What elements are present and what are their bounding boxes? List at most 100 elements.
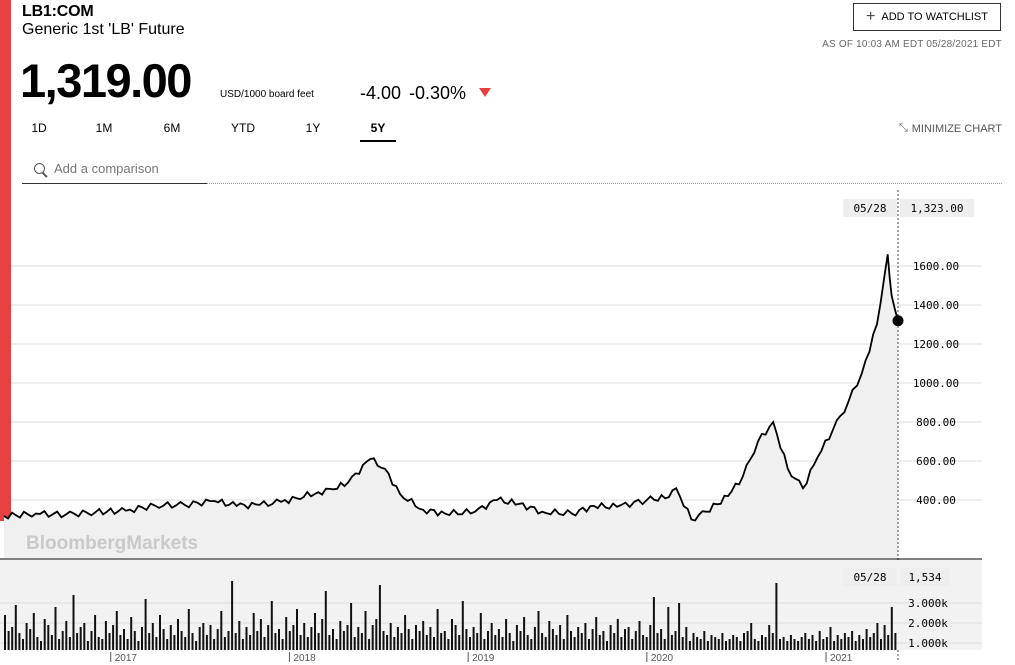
volume-bar xyxy=(728,639,731,650)
volume-bar xyxy=(252,613,255,650)
change-percent: -0.30% xyxy=(409,83,467,103)
volume-bar xyxy=(22,639,24,650)
volume-bar xyxy=(685,627,688,650)
comparison-input[interactable]: Add a comparison xyxy=(54,160,159,176)
volume-bar xyxy=(706,641,709,650)
volume-bar xyxy=(753,639,756,650)
volume-bar xyxy=(245,627,248,650)
minimize-chart-button[interactable]: ⤡ MINIMIZE CHART xyxy=(899,122,1002,135)
price-grid xyxy=(11,265,982,501)
volume-bar xyxy=(76,633,79,650)
volume-bar xyxy=(285,617,288,650)
cursor-value-label: 1,323.00 xyxy=(911,202,964,215)
volume-bar xyxy=(476,633,479,650)
tab-1d[interactable]: 1D xyxy=(31,121,47,135)
volume-bar xyxy=(378,585,381,650)
active-tab-underline xyxy=(360,140,396,142)
volume-bar xyxy=(526,635,529,650)
cursor-value-box xyxy=(900,199,974,217)
tab-ytd[interactable]: YTD xyxy=(231,121,255,135)
volume-bar xyxy=(389,623,392,650)
instrument-name: Generic 1st 'LB' Future xyxy=(22,21,185,38)
price-y-tick-label: 1400.00 xyxy=(913,299,959,312)
volume-bar xyxy=(833,641,836,650)
volume-y-tick-label: 1.000k xyxy=(908,637,948,650)
volume-bar xyxy=(566,615,569,650)
volume-bar xyxy=(415,625,417,650)
volume-bar xyxy=(25,623,28,650)
volume-bar xyxy=(227,631,230,650)
volume-bar xyxy=(321,619,324,650)
volume-bar xyxy=(797,641,800,650)
volume-bar xyxy=(364,611,367,650)
divider xyxy=(207,183,1002,184)
volume-y-axis: 1.000k 2.000k 3.000k xyxy=(908,597,948,650)
volume-bar xyxy=(404,615,407,650)
minimize-icon: ⤡ xyxy=(898,122,908,134)
volume-bar xyxy=(458,635,461,650)
tab-6m[interactable]: 6M xyxy=(163,121,181,135)
volume-bar xyxy=(368,639,371,650)
volume-bar xyxy=(631,639,634,650)
volume-bar xyxy=(29,629,32,650)
volume-bar xyxy=(104,621,107,650)
volume-bar xyxy=(541,633,544,650)
volume-bar xyxy=(58,639,61,650)
volume-bar xyxy=(440,633,443,650)
volume-bar xyxy=(678,603,681,650)
comparison-search[interactable]: Add a comparison xyxy=(22,153,207,184)
volume-bar xyxy=(101,639,104,650)
volume-bar xyxy=(65,621,68,650)
volume-bar xyxy=(818,631,821,650)
volume-bar xyxy=(418,631,421,650)
volume-bar xyxy=(840,639,843,650)
volume-bar xyxy=(353,637,356,650)
volume-bar xyxy=(7,631,10,650)
volume-bar xyxy=(699,639,702,650)
tab-1m[interactable]: 1M xyxy=(95,121,113,135)
volume-bar xyxy=(703,631,706,650)
volume-bar xyxy=(638,621,641,650)
volume-bar xyxy=(588,639,590,650)
volume-bar xyxy=(602,631,605,650)
volume-bar xyxy=(681,637,684,650)
volume-bar xyxy=(739,641,742,650)
volume-bar xyxy=(267,625,270,650)
volume-bar xyxy=(775,583,778,650)
volume-bar xyxy=(108,633,111,650)
volume-bar xyxy=(789,635,792,650)
volume-bar xyxy=(137,641,140,650)
volume-bar xyxy=(47,625,50,650)
tab-5y[interactable]: 5Y xyxy=(370,121,386,135)
volume-bar xyxy=(335,639,338,650)
volume-bar xyxy=(649,625,652,650)
volume-bar xyxy=(843,633,846,650)
volume-bar xyxy=(880,639,882,650)
volume-bar xyxy=(584,623,587,650)
volume-bar xyxy=(317,633,320,650)
tab-1y[interactable]: 1Y xyxy=(305,121,321,135)
add-to-watchlist-label: ADD TO WATCHLIST xyxy=(881,11,988,23)
accent-bar xyxy=(0,0,11,521)
price-line xyxy=(3,254,899,522)
volume-bar xyxy=(447,639,450,650)
price-y-tick-label: 600.00 xyxy=(916,455,956,468)
cursor-date-box xyxy=(843,199,897,217)
volume-bar xyxy=(642,635,645,650)
volume-bar xyxy=(360,633,363,650)
add-to-watchlist-button[interactable]: + ADD TO WATCHLIST xyxy=(853,3,1001,31)
volume-bar xyxy=(771,633,774,650)
volume-bar xyxy=(858,635,861,650)
volume-bar xyxy=(94,615,97,650)
volume-bar xyxy=(735,637,738,650)
volume-bar xyxy=(436,609,439,650)
volume-bar xyxy=(202,623,205,650)
volume-bar xyxy=(195,641,198,650)
volume-bar xyxy=(169,625,172,650)
volume-bar xyxy=(180,631,183,650)
volume-bar xyxy=(148,633,151,650)
volume-bar xyxy=(667,607,670,650)
volume-bar xyxy=(692,633,695,650)
change-value: -4.00 xyxy=(360,83,402,103)
